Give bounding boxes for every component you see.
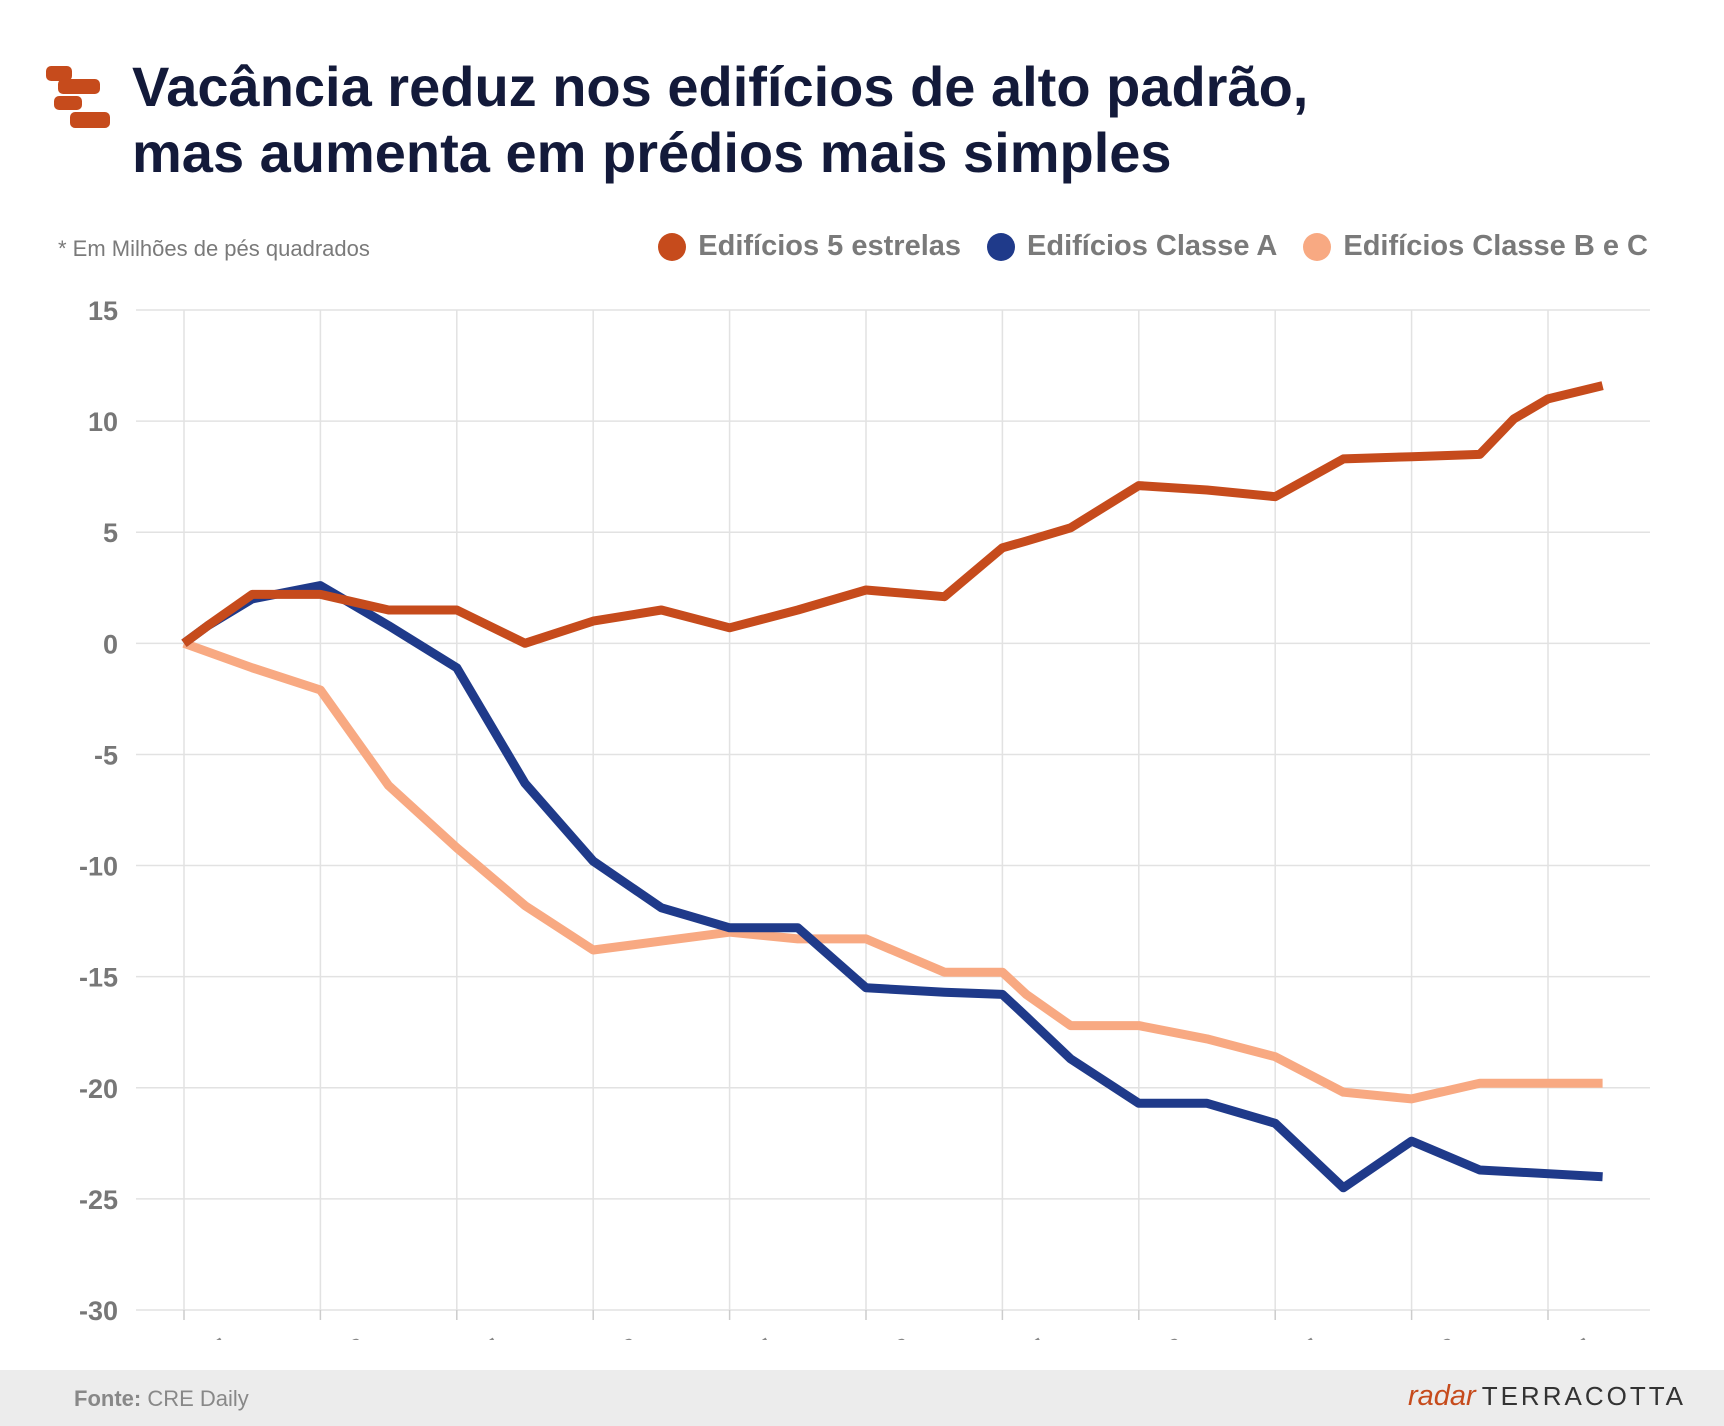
- chart-title-line-2: mas aumenta em prédios mais simples: [132, 121, 1172, 184]
- chart-title-line-1: Vacância reduz nos edifícios de alto pad…: [132, 55, 1309, 118]
- y-tick-label: -20: [79, 1074, 118, 1104]
- y-tick-label: -5: [94, 740, 118, 770]
- y-tick-label: -10: [79, 852, 118, 882]
- y-tick-label: -30: [79, 1296, 118, 1326]
- series-line-class-a: [181, 581, 1603, 1193]
- y-tick-label: -15: [79, 963, 118, 993]
- legend-dot-five-star: [658, 232, 687, 261]
- x-tick-label: 2021 Q4: [677, 1332, 781, 1340]
- chart-title: Vacância reduz nos edifícios de alto pad…: [132, 54, 1692, 186]
- y-tick-label: 5: [103, 518, 118, 548]
- y-tick-label: -25: [79, 1185, 118, 1215]
- brand-terracotta: TERRACOTTA: [1481, 1381, 1686, 1411]
- footer: Fonte: CRE Daily radar TERRACOTTA: [0, 1370, 1724, 1426]
- legend-label-five-star: Edifícios 5 estrelas: [698, 230, 962, 262]
- brand-wordmark: radar TERRACOTTA: [1408, 1380, 1686, 1413]
- legend-dot-class-bc: [1303, 232, 1332, 261]
- x-tick-label: 2022 Q2: [813, 1332, 917, 1340]
- y-tick-label: 0: [103, 629, 118, 659]
- legend-item-class-bc: Edifícios Classe B e C: [1303, 230, 1648, 263]
- legend-item-five-star: Edifícios 5 estrelas: [658, 230, 961, 263]
- y-tick-label: 10: [88, 407, 118, 437]
- series-line-five-star: [181, 381, 1604, 648]
- brand-radar: radar: [1408, 1380, 1476, 1412]
- units-note: * Em Milhões de pés quadrados: [58, 236, 370, 261]
- x-tick-label: 2024 Q4: [1495, 1332, 1599, 1340]
- source-note: Fonte: CRE Daily: [74, 1386, 249, 1412]
- chart-legend: Edifícios 5 estrelas Edifícios Classe A …: [658, 230, 1648, 263]
- brand-logo-icon: [46, 66, 110, 128]
- y-tick-label: 15: [88, 296, 118, 326]
- x-tick-label: 2020 Q2: [268, 1332, 372, 1340]
- x-tick-label: 2023 Q2: [1086, 1332, 1190, 1340]
- x-tick-label: 2023 Q4: [1223, 1332, 1327, 1340]
- x-tick-label: 2022 Q4: [950, 1332, 1054, 1340]
- source-value: CRE Daily: [147, 1386, 249, 1411]
- x-tick-label: 2024 Q2: [1359, 1332, 1463, 1340]
- series-line-class-bc: [182, 639, 1603, 1104]
- chart-axes: 15 10 5 0 -5 -10 -15 -20 -25 -30 2019 Q4 2020 Q2 202…: [79, 296, 1599, 1340]
- x-tick-label: 2020 Q4: [404, 1332, 508, 1340]
- source-label: Fonte:: [74, 1386, 142, 1411]
- chart-grid: [136, 309, 1650, 1311]
- legend-dot-class-a: [987, 232, 1016, 261]
- chart-series: [181, 381, 1604, 1193]
- line-chart: 15 10 5 0 -5 -10 -15 -20 -25 -30 2019 Q4 2020 Q2 202…: [79, 296, 1650, 1340]
- legend-label-class-a: Edifícios Classe A: [1027, 230, 1278, 262]
- x-tick-label: 2019 Q4: [131, 1332, 235, 1340]
- legend-item-class-a: Edifícios Classe A: [987, 230, 1277, 263]
- legend-label-class-bc: Edifícios Classe B e C: [1343, 230, 1648, 262]
- x-tick-label: 2021 Q2: [541, 1332, 645, 1340]
